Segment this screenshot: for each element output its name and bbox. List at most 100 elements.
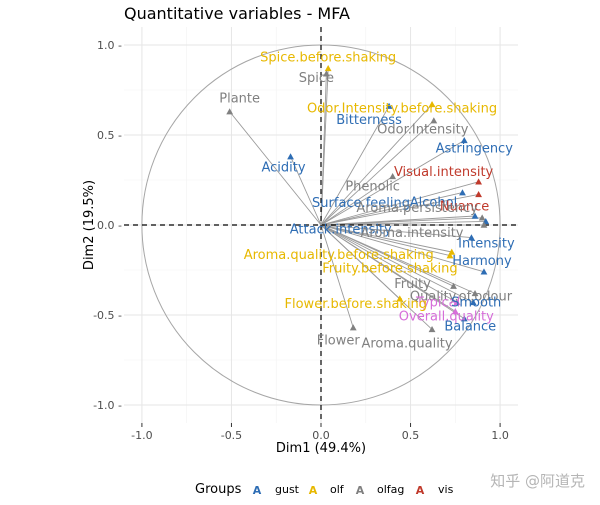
arrow-odor-intensity-before-shaking — [320, 104, 433, 226]
point-quality-of-odour — [471, 290, 479, 297]
y-tick-label: 0.5 - — [97, 129, 122, 142]
arrow-phenolic — [320, 176, 393, 226]
point-alcohol — [459, 189, 466, 196]
point-astringency — [460, 137, 468, 144]
label-intensity: Intensity — [458, 237, 515, 252]
point-intensity — [468, 234, 475, 241]
label-acidity: Acidity — [262, 161, 306, 176]
axis-ticks: -1.0 -0.5 0.0 0.5 1.0 1.0 - 0.5 - 0.0 - -0.5 - -1… — [93, 39, 509, 442]
x-axis-label: Dim1 (49.4%) — [276, 441, 366, 456]
x-tick-label: 1.0 — [491, 429, 509, 442]
y-tick-label: -1.0 - — [93, 399, 122, 412]
arrow-fruity-before-shaking — [320, 224, 451, 257]
arrow-aroma-quality — [320, 224, 433, 330]
arrow-harmony — [320, 224, 485, 273]
label-fruity-before-shaking: Fruity.before.shaking — [322, 262, 457, 277]
label-aroma-intensity: Aroma.intensity — [360, 226, 463, 241]
label-plante: Plante — [219, 92, 260, 107]
arrow-bitterness — [320, 105, 390, 226]
point-surface-feeling — [471, 212, 479, 219]
legend-key-olf: A — [309, 484, 318, 497]
y-tick-label: -0.5 - — [93, 309, 122, 322]
label-attack-intensity: Attack.intensity — [290, 222, 392, 237]
arrow-plante — [229, 111, 322, 226]
x-tick-label: -0.5 — [221, 429, 242, 442]
label-flower-before-shaking: Flower.before.shaking — [285, 297, 428, 312]
point-aroma-intensity — [480, 221, 488, 228]
point-spice — [322, 70, 330, 77]
label-aroma-quality-before-shaking: Aroma.quality.before.shaking — [244, 248, 434, 263]
arrow-aroma-quality-before-shaking — [320, 224, 452, 253]
point-aroma-persistency — [478, 214, 486, 221]
label-overall-quality: Overall.quality — [399, 309, 494, 324]
x-tick-label: 0.5 — [402, 429, 420, 442]
variable-labels: Spice.before.shaking Spice Odor.Intensity.… — [219, 50, 515, 351]
legend-item-olfag: A olfag — [356, 483, 405, 497]
label-alcohol: Alcohol — [410, 196, 457, 211]
arrow-smooth — [320, 224, 474, 303]
point-overall-quality — [451, 308, 459, 315]
label-balance: Balance — [444, 320, 496, 335]
label-odor-intensity-before-shaking: Odor.Intensity.before.shaking — [307, 101, 497, 116]
arrow-intensity — [320, 224, 472, 239]
point-acidity — [287, 153, 294, 160]
arrow-odor-intensity — [320, 120, 435, 226]
arrow-acidity — [290, 156, 322, 226]
legend-label-vis: vis — [438, 483, 454, 496]
point-odor-intensity-before-shaking — [428, 101, 436, 108]
legend-key-olfag: A — [356, 484, 365, 497]
point-fruity — [450, 282, 457, 289]
variable-points — [226, 65, 490, 333]
point-aroma-quality — [428, 326, 436, 333]
label-aroma-quality: Aroma.quality — [361, 336, 452, 351]
legend-label-gust: gust — [275, 483, 300, 496]
point-bitterness — [385, 102, 393, 109]
arrow-visual-intensity — [320, 181, 479, 226]
point-phenolic — [389, 173, 397, 180]
point-spice-before-shaking — [324, 65, 332, 72]
label-typical: Typical — [415, 295, 460, 310]
label-quality-of-odour: Quality.of.odour — [410, 289, 513, 304]
legend-item-olf: A olf — [309, 483, 345, 497]
legend: Groups A gust A olf A olfag A vis — [195, 482, 454, 497]
legend-key-vis: A — [416, 484, 425, 497]
point-flower — [349, 324, 357, 331]
point-fruity-before-shaking — [446, 252, 454, 259]
point-typical — [453, 299, 461, 306]
label-spice-before-shaking: Spice.before.shaking — [260, 50, 396, 65]
legend-label-olf: olf — [330, 483, 345, 496]
point-balance — [460, 315, 468, 322]
y-tick-label: 1.0 - — [97, 39, 122, 52]
label-visual-intensity: Visual.intensity — [394, 165, 494, 180]
point-nuance — [475, 191, 482, 198]
arrow-aroma-persistency — [320, 217, 483, 226]
watermark: 知乎 @阿道克 — [490, 472, 585, 490]
legend-item-vis: A vis — [416, 483, 454, 497]
label-surface-feeling: Surface.feeling — [312, 196, 410, 211]
arrow-typical — [320, 224, 458, 303]
arrow-astringency — [320, 140, 465, 226]
label-phenolic: Phenolic — [345, 179, 400, 194]
label-harmony: Harmony — [452, 254, 512, 269]
label-spice: Spice — [299, 71, 334, 86]
label-odor-intensity: Odor.Intensity — [377, 123, 469, 138]
point-plante — [226, 108, 234, 115]
arrow-flower — [320, 224, 354, 328]
reference-lines — [124, 27, 518, 423]
point-harmony — [480, 268, 488, 275]
point-odor-intensity — [430, 117, 438, 124]
arrow-attack-intensity — [320, 220, 486, 226]
y-tick-label: 0.0 - — [97, 219, 122, 232]
chart-title: Quantitative variables - MFA — [124, 4, 350, 23]
label-fruity: Fruity — [394, 277, 431, 292]
arrow-alcohol — [320, 192, 463, 226]
y-axis-label: Dim2 (19.5%) — [82, 180, 97, 270]
point-visual-intensity — [475, 178, 482, 185]
x-tick-label: 0.0 — [312, 429, 330, 442]
arrow-quality-of-odour — [320, 224, 476, 294]
point-flower-before-shaking — [396, 295, 404, 302]
label-flower: Flower — [317, 334, 361, 349]
label-smooth: Smooth — [451, 295, 501, 310]
label-nuance: Nuance — [440, 199, 489, 214]
